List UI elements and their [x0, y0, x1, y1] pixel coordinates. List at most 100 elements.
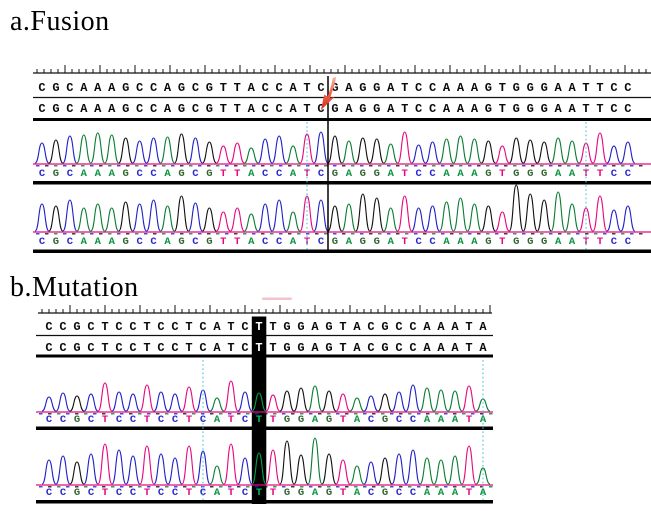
svg-text:T: T: [402, 236, 408, 248]
svg-text:G: G: [485, 168, 491, 180]
svg-text:A: A: [213, 320, 221, 334]
svg-text:C: C: [39, 168, 46, 180]
svg-text:G: G: [123, 168, 129, 180]
svg-text:A: A: [164, 236, 171, 248]
svg-text:G: G: [52, 102, 59, 116]
svg-text:C: C: [38, 102, 45, 116]
svg-text:A: A: [451, 341, 459, 355]
svg-text:T: T: [303, 102, 310, 116]
svg-text:C: C: [410, 414, 417, 426]
svg-text:C: C: [396, 487, 403, 499]
svg-text:A: A: [248, 102, 256, 116]
svg-text:C: C: [610, 102, 617, 116]
red-arrow-icon: [321, 77, 336, 110]
svg-text:C: C: [199, 320, 206, 334]
svg-text:T: T: [234, 81, 241, 95]
svg-text:C: C: [611, 168, 618, 180]
svg-text:A: A: [443, 236, 450, 248]
svg-text:T: T: [234, 168, 240, 180]
svg-text:A: A: [457, 81, 465, 95]
svg-text:T: T: [102, 487, 108, 499]
svg-text:C: C: [192, 102, 199, 116]
svg-text:C: C: [67, 236, 74, 248]
svg-text:C: C: [46, 414, 53, 426]
svg-text:C: C: [429, 236, 436, 248]
svg-text:G: G: [359, 81, 366, 95]
svg-text:T: T: [597, 168, 603, 180]
svg-text:C: C: [150, 168, 157, 180]
svg-text:T: T: [303, 81, 310, 95]
svg-text:T: T: [234, 236, 240, 248]
svg-text:G: G: [122, 81, 129, 95]
svg-text:A: A: [213, 341, 221, 355]
svg-text:T: T: [499, 102, 506, 116]
svg-text:C: C: [136, 168, 143, 180]
svg-text:T: T: [304, 236, 310, 248]
svg-text:C: C: [262, 236, 269, 248]
svg-text:C: C: [171, 341, 178, 355]
svg-text:G: G: [206, 102, 213, 116]
svg-text:C: C: [368, 487, 375, 499]
svg-text:G: G: [284, 487, 290, 499]
alignment-underline: [33, 118, 651, 121]
svg-text:T: T: [220, 102, 227, 116]
svg-text:G: G: [73, 320, 80, 334]
svg-text:C: C: [410, 487, 417, 499]
trace-underline: [36, 500, 493, 504]
svg-text:C: C: [87, 341, 94, 355]
svg-text:A: A: [457, 168, 464, 180]
svg-text:C: C: [59, 341, 66, 355]
svg-text:C: C: [317, 81, 324, 95]
svg-text:T: T: [228, 487, 234, 499]
svg-text:T: T: [101, 341, 108, 355]
svg-text:A: A: [471, 102, 479, 116]
svg-text:A: A: [311, 320, 319, 334]
svg-text:A: A: [346, 236, 353, 248]
svg-text:T: T: [255, 320, 262, 334]
svg-text:A: A: [480, 487, 487, 499]
svg-text:A: A: [471, 236, 478, 248]
svg-text:T: T: [186, 414, 192, 426]
position-ruler: [38, 305, 492, 314]
svg-text:A: A: [81, 236, 88, 248]
svg-text:T: T: [465, 320, 472, 334]
svg-text:C: C: [136, 236, 143, 248]
svg-text:C: C: [171, 320, 178, 334]
svg-text:G: G: [325, 320, 332, 334]
svg-text:C: C: [66, 81, 73, 95]
svg-text:T: T: [269, 320, 276, 334]
svg-text:C: C: [66, 102, 73, 116]
svg-text:G: G: [53, 236, 59, 248]
svg-text:A: A: [248, 236, 255, 248]
svg-text:C: C: [130, 487, 137, 499]
svg-text:C: C: [367, 320, 374, 334]
svg-text:A: A: [109, 168, 116, 180]
svg-text:T: T: [402, 168, 408, 180]
svg-text:C: C: [150, 236, 157, 248]
svg-text:C: C: [200, 487, 207, 499]
svg-text:C: C: [396, 414, 403, 426]
svg-text:G: G: [326, 487, 332, 499]
svg-text:G: G: [206, 236, 212, 248]
svg-text:G: G: [206, 168, 212, 180]
svg-text:C: C: [129, 320, 136, 334]
panel-b-title: b.Mutation: [10, 272, 139, 303]
svg-text:A: A: [346, 168, 353, 180]
svg-text:A: A: [388, 168, 395, 180]
svg-text:T: T: [228, 414, 234, 426]
svg-text:T: T: [466, 414, 472, 426]
svg-text:G: G: [541, 168, 547, 180]
svg-text:T: T: [186, 487, 192, 499]
svg-text:C: C: [624, 102, 631, 116]
svg-text:T: T: [101, 320, 108, 334]
svg-text:G: G: [513, 168, 519, 180]
svg-text:C: C: [624, 81, 631, 95]
svg-text:G: G: [360, 236, 366, 248]
svg-text:A: A: [457, 236, 464, 248]
svg-text:A: A: [214, 487, 221, 499]
svg-text:C: C: [317, 102, 324, 116]
svg-text:C: C: [368, 414, 375, 426]
